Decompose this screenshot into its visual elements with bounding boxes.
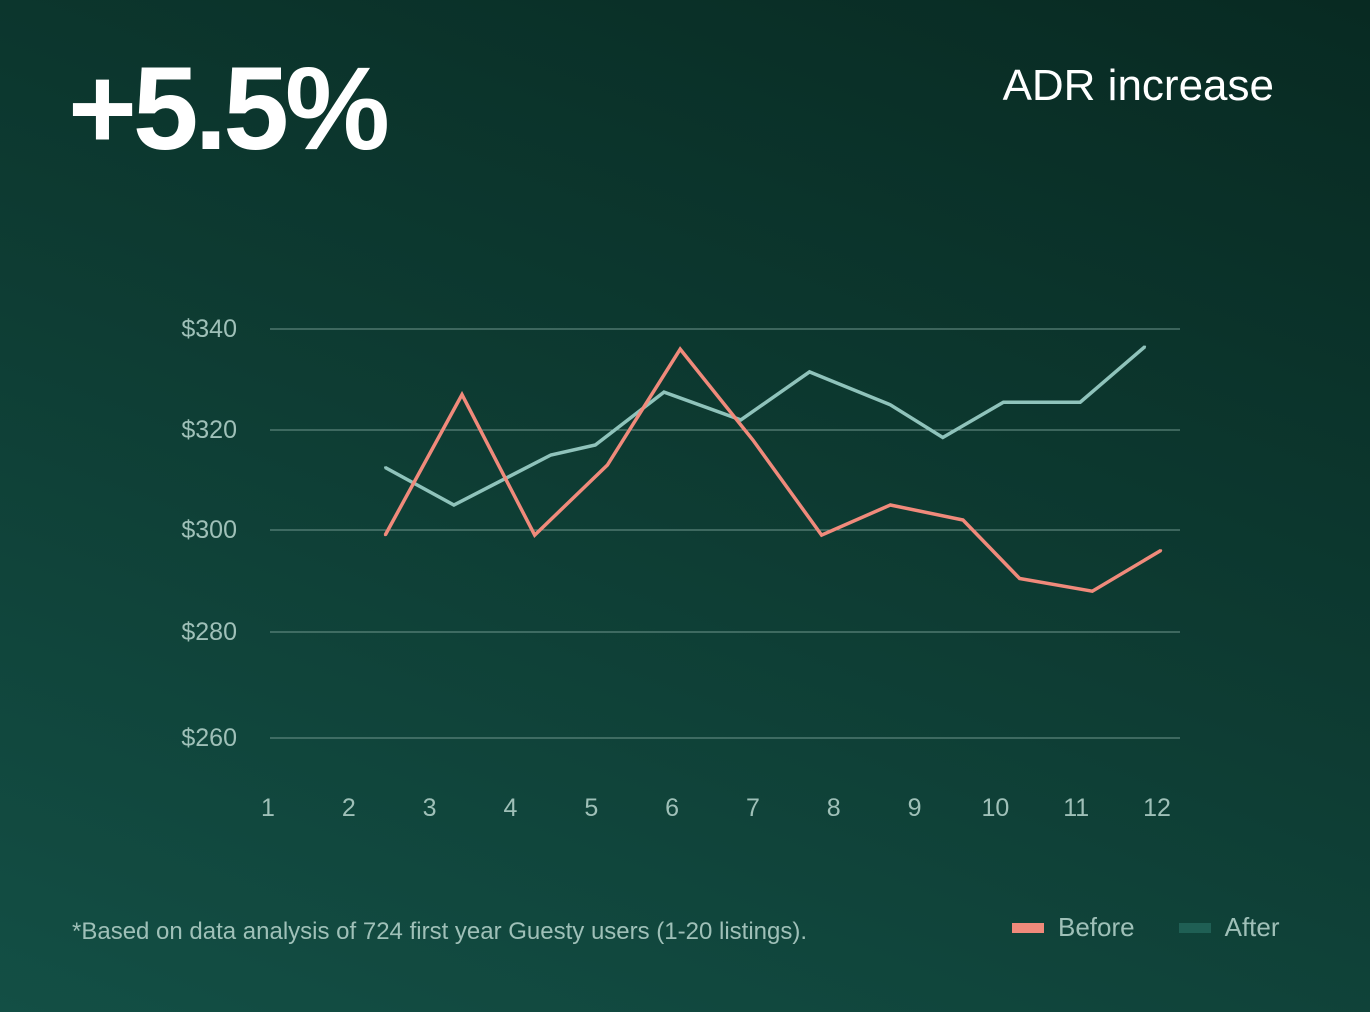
x-tick-label: 7 bbox=[746, 794, 760, 822]
footnote: *Based on data analysis of 724 first yea… bbox=[72, 918, 808, 945]
data-point-before bbox=[1159, 549, 1163, 552]
grid-lines bbox=[270, 328, 1180, 739]
x-tick-label: 5 bbox=[584, 794, 598, 822]
x-tick-label: 1 bbox=[261, 794, 275, 822]
x-tick-label: 8 bbox=[827, 794, 841, 822]
data-point-before bbox=[678, 348, 682, 351]
data-point-before bbox=[1091, 590, 1094, 593]
series-lines bbox=[383, 345, 1163, 594]
x-tick-label: 4 bbox=[504, 794, 518, 822]
y-axis-labels: $340 $320 $300 $280 $260 bbox=[181, 315, 237, 752]
data-point-after bbox=[1079, 401, 1082, 404]
x-tick-label: 9 bbox=[908, 794, 922, 822]
data-point-after bbox=[739, 418, 742, 422]
data-point-after bbox=[808, 370, 811, 374]
y-tick-label: $280 bbox=[181, 618, 237, 646]
data-point-before bbox=[460, 393, 464, 396]
y-tick-label: $300 bbox=[181, 516, 237, 544]
x-tick-label: 2 bbox=[342, 794, 356, 822]
legend-swatch-before bbox=[1012, 922, 1044, 933]
x-tick-label: 11 bbox=[1063, 794, 1089, 822]
legend-item-after: After bbox=[1178, 912, 1280, 943]
x-tick-label: 12 bbox=[1143, 794, 1171, 822]
data-point-after bbox=[549, 453, 553, 457]
data-point-after bbox=[594, 443, 597, 447]
data-point-before bbox=[820, 533, 823, 537]
legend-item-before: Before bbox=[1012, 912, 1135, 943]
y-tick-label: $320 bbox=[181, 416, 237, 444]
data-point-before bbox=[1018, 577, 1021, 580]
y-tick-label: $340 bbox=[181, 315, 237, 343]
data-point-after bbox=[383, 466, 387, 469]
legend-swatch-after bbox=[1178, 922, 1211, 933]
x-tick-label: 3 bbox=[423, 794, 437, 822]
data-point-before bbox=[606, 463, 609, 467]
headline-stat: +5.5% bbox=[68, 43, 390, 175]
x-tick-label: 6 bbox=[665, 794, 679, 822]
data-point-before bbox=[533, 533, 536, 537]
legend-label-after: After bbox=[1224, 912, 1280, 942]
series-line-before bbox=[383, 346, 1162, 594]
data-point-after bbox=[889, 403, 892, 406]
data-point-after bbox=[1002, 401, 1005, 404]
legend-label-before: Before bbox=[1058, 912, 1135, 942]
data-point-before bbox=[383, 533, 387, 537]
data-point-after bbox=[941, 436, 945, 439]
x-tick-label: 10 bbox=[981, 794, 1009, 822]
x-axis-labels: 1 2 3 4 5 6 7 8 9 10 11 12 bbox=[261, 794, 1171, 822]
data-point-after bbox=[452, 503, 456, 507]
data-point-after bbox=[662, 390, 666, 394]
chart-title: ADR increase bbox=[1002, 61, 1274, 110]
series-line-after bbox=[384, 345, 1147, 507]
y-tick-label: $260 bbox=[181, 724, 237, 752]
data-point-before bbox=[961, 518, 965, 522]
data-point-before bbox=[889, 503, 892, 507]
legend: Before After bbox=[1012, 912, 1280, 943]
data-point-before bbox=[751, 438, 755, 442]
data-point-after bbox=[1143, 345, 1147, 348]
